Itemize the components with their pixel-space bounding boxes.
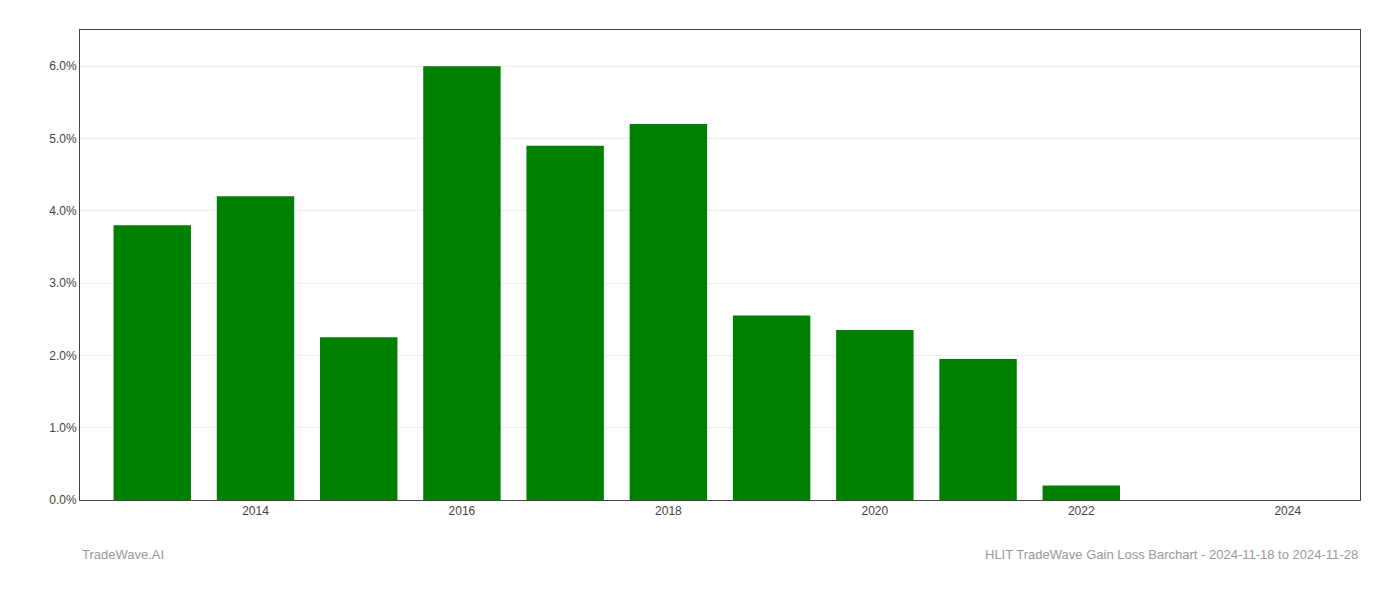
svg-text:2018: 2018 [655,504,682,518]
svg-text:3.0%: 3.0% [49,276,77,290]
svg-text:2020: 2020 [861,504,888,518]
svg-text:2022: 2022 [1068,504,1095,518]
svg-text:6.0%: 6.0% [49,59,77,73]
svg-text:2024: 2024 [1274,504,1301,518]
svg-text:4.0%: 4.0% [49,204,77,218]
svg-text:1.0%: 1.0% [49,421,77,435]
svg-text:HLIT TradeWave Gain Loss Barch: HLIT TradeWave Gain Loss Barchart - 2024… [985,547,1358,562]
svg-text:TradeWave.AI: TradeWave.AI [82,547,164,562]
svg-text:5.0%: 5.0% [49,132,77,146]
svg-text:2.0%: 2.0% [49,349,77,363]
svg-text:2016: 2016 [449,504,476,518]
svg-text:0.0%: 0.0% [49,493,77,507]
svg-text:2014: 2014 [242,504,269,518]
